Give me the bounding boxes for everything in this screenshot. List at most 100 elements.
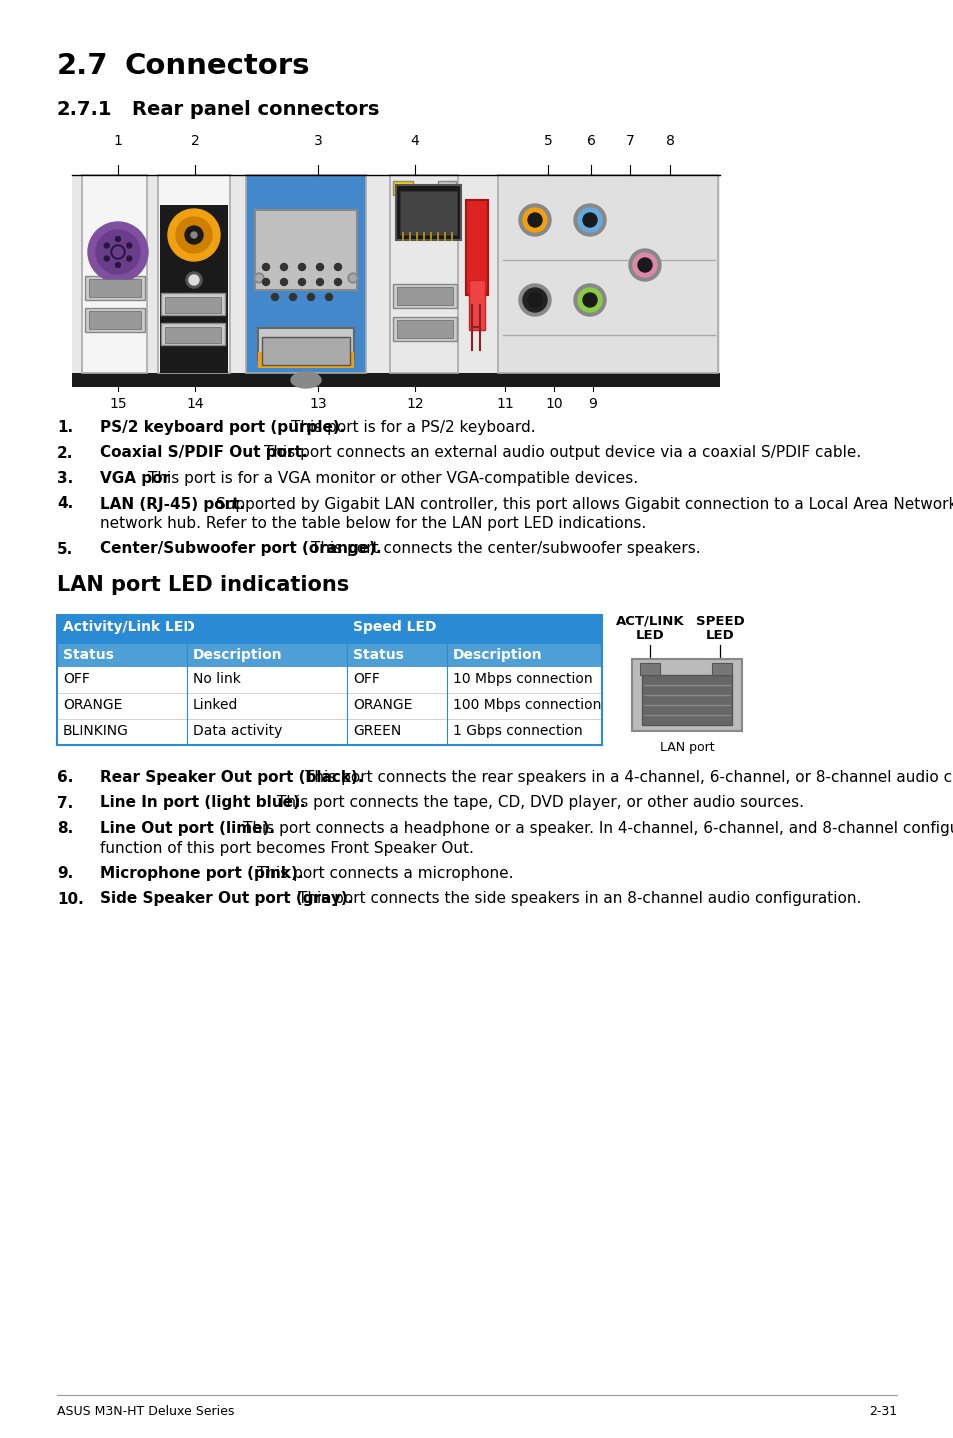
Circle shape [628, 249, 660, 280]
Circle shape [518, 283, 551, 316]
Circle shape [527, 213, 541, 227]
Ellipse shape [291, 372, 320, 388]
Text: PS/2 keyboard port (purple).: PS/2 keyboard port (purple). [100, 420, 345, 436]
Text: 8: 8 [665, 134, 674, 148]
Circle shape [316, 279, 323, 286]
Text: 6.: 6. [57, 769, 73, 785]
Text: 5: 5 [543, 134, 552, 148]
Bar [161, 293, 225, 315]
Text: Line Out port (lime).: Line Out port (lime). [100, 821, 274, 835]
Bar [160, 206, 228, 372]
Circle shape [255, 275, 262, 280]
Bar [85, 276, 145, 301]
Bar [257, 352, 354, 368]
Circle shape [335, 279, 341, 286]
Bar [161, 324, 225, 345]
Text: This port connects a headphone or a speaker. In 4-channel, 6-channel, and 8-chan: This port connects a headphone or a spea… [243, 821, 953, 835]
Circle shape [104, 256, 110, 262]
Circle shape [115, 236, 120, 242]
Text: Rear Speaker Out port (black).: Rear Speaker Out port (black). [100, 769, 363, 785]
Bar [71, 175, 720, 387]
Text: 2.7.1: 2.7.1 [57, 101, 112, 119]
Text: 12: 12 [406, 397, 423, 411]
Circle shape [518, 204, 551, 236]
Circle shape [335, 263, 341, 270]
Circle shape [531, 296, 538, 303]
Bar [396, 288, 453, 305]
Text: 10: 10 [544, 397, 562, 411]
Text: 2.: 2. [57, 446, 73, 460]
Bar [641, 674, 731, 725]
Bar [158, 175, 230, 372]
Circle shape [527, 293, 541, 306]
Circle shape [280, 263, 287, 270]
Text: Side Speaker Out port (gray).: Side Speaker Out port (gray). [100, 892, 353, 906]
Circle shape [262, 279, 269, 286]
Text: 7: 7 [625, 134, 634, 148]
Text: 15: 15 [109, 397, 127, 411]
Text: 1 Gbps connection: 1 Gbps connection [453, 723, 582, 738]
Circle shape [582, 293, 597, 306]
Circle shape [127, 243, 132, 247]
Bar [71, 372, 720, 387]
Bar [257, 328, 354, 360]
Circle shape [280, 279, 287, 286]
Text: 1: 1 [113, 134, 122, 148]
Text: This port connects the tape, CD, DVD player, or other audio sources.: This port connects the tape, CD, DVD pla… [277, 795, 803, 811]
Text: 7.: 7. [57, 795, 73, 811]
Text: Supported by Gigabit LAN controller, this port allows Gigabit connection to a Lo: Supported by Gigabit LAN controller, thi… [215, 496, 953, 512]
Circle shape [298, 263, 305, 270]
Circle shape [522, 288, 546, 312]
Text: GREEN: GREEN [353, 723, 401, 738]
Circle shape [272, 293, 278, 301]
Text: 8.: 8. [57, 821, 73, 835]
Bar [393, 316, 456, 341]
Circle shape [298, 279, 305, 286]
Circle shape [574, 204, 605, 236]
Text: This port connects the center/subwoofer speakers.: This port connects the center/subwoofer … [311, 542, 700, 557]
Text: Microphone port (pink).: Microphone port (pink). [100, 866, 303, 881]
Text: ORANGE: ORANGE [353, 697, 412, 712]
Bar [711, 663, 731, 674]
Circle shape [325, 293, 333, 301]
Bar [631, 659, 741, 731]
Text: Description: Description [453, 649, 542, 661]
Circle shape [578, 288, 601, 312]
Bar [89, 311, 141, 329]
Text: This port is for a PS/2 keyboard.: This port is for a PS/2 keyboard. [291, 420, 535, 436]
Text: This port connects the side speakers in an 8-channel audio configuration.: This port connects the side speakers in … [297, 892, 861, 906]
Text: 10.: 10. [57, 892, 84, 906]
Text: Connectors: Connectors [125, 52, 310, 81]
Text: network hub. Refer to the table below for the LAN port LED indications.: network hub. Refer to the table below fo… [100, 516, 645, 531]
Circle shape [191, 232, 196, 239]
Circle shape [168, 209, 220, 262]
Circle shape [522, 209, 546, 232]
Circle shape [112, 247, 123, 257]
Text: Status: Status [63, 649, 113, 661]
Text: 100 Mbps connection: 100 Mbps connection [453, 697, 600, 712]
Circle shape [104, 243, 110, 247]
Text: Rear panel connectors: Rear panel connectors [132, 101, 379, 119]
Text: Coaxial S/PDIF Out port.: Coaxial S/PDIF Out port. [100, 446, 307, 460]
Circle shape [531, 216, 538, 224]
Bar [57, 693, 601, 719]
Circle shape [585, 296, 594, 303]
Text: LED: LED [705, 628, 734, 641]
Circle shape [640, 262, 648, 269]
Text: 9: 9 [588, 397, 597, 411]
Text: 10 Mbps connection: 10 Mbps connection [453, 672, 592, 686]
Text: 2.7: 2.7 [57, 52, 109, 81]
Text: This port connects a microphone.: This port connects a microphone. [256, 866, 513, 881]
Bar [469, 280, 484, 329]
Bar [57, 667, 601, 693]
Bar [390, 175, 457, 372]
Text: 14: 14 [186, 397, 204, 411]
Text: LAN (RJ-45) port.: LAN (RJ-45) port. [100, 496, 245, 512]
Text: 4: 4 [410, 134, 419, 148]
Bar [262, 336, 350, 365]
Text: OFF: OFF [63, 672, 90, 686]
Bar [89, 279, 141, 298]
Text: 11: 11 [496, 397, 514, 411]
Circle shape [574, 283, 605, 316]
Text: 2-31: 2-31 [868, 1405, 896, 1418]
